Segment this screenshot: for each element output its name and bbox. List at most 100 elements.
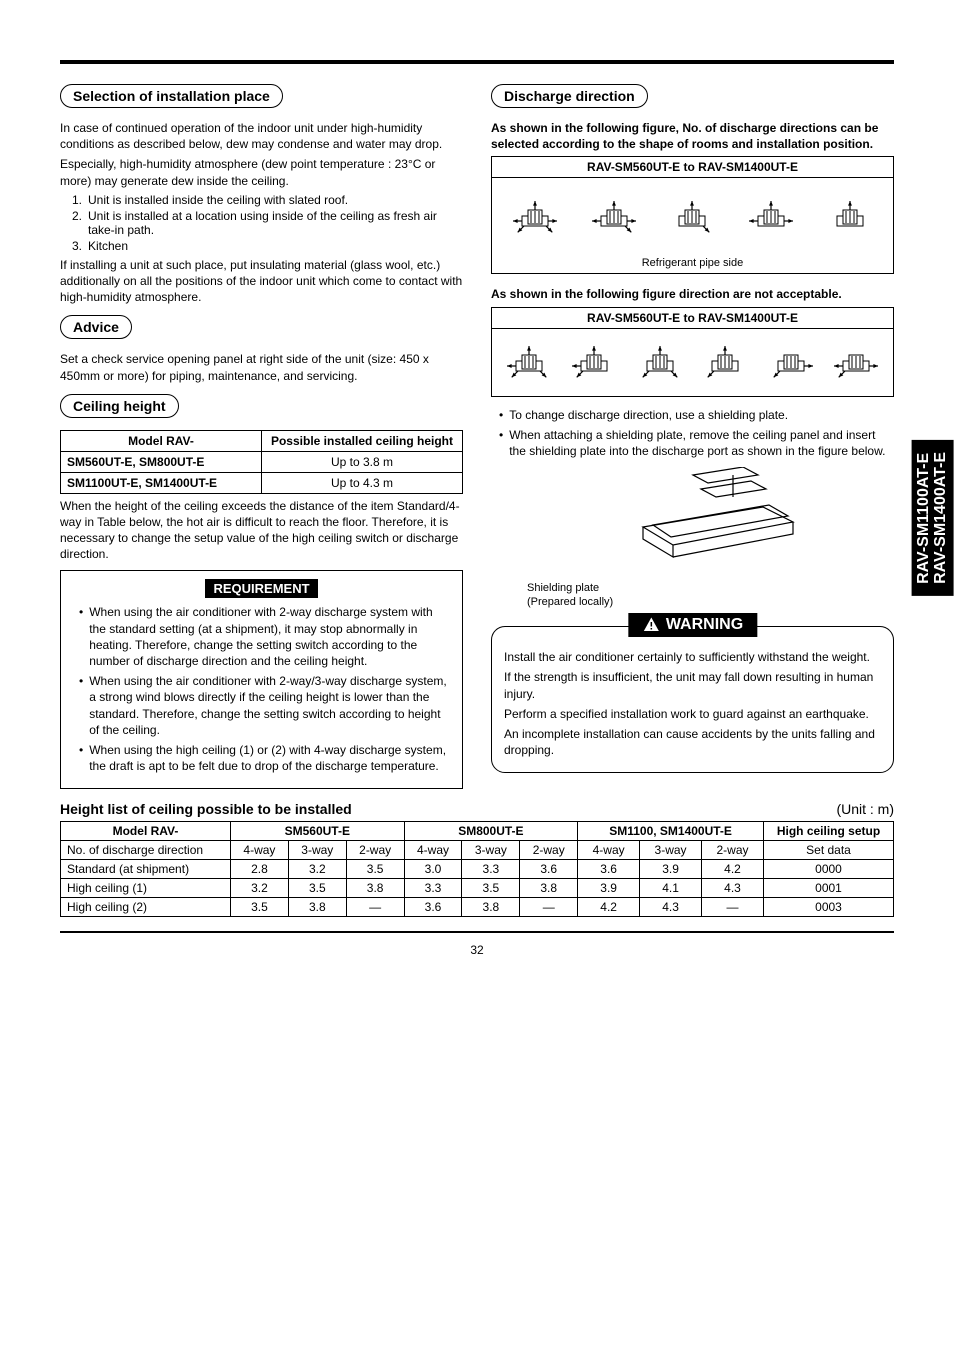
height-list-cell: 3.5 [462, 879, 520, 898]
height-list-setdata: 0000 [764, 860, 894, 879]
list-num-1: 1. [72, 193, 88, 207]
discharge-unit-icon [828, 335, 884, 391]
discharge-unit [501, 335, 557, 394]
ct-h2: Possible installed ceiling height [262, 430, 463, 451]
discharge-unit [737, 184, 805, 255]
height-list-setdata: 0003 [764, 898, 894, 917]
height-list-cell: 3.8 [288, 898, 346, 917]
ct-h1: Model RAV- [61, 430, 262, 451]
ct-r1c1: SM560UT-E, SM800UT-E [61, 451, 262, 472]
req-bullet-1: When using the air conditioner with 2-wa… [89, 604, 452, 669]
height-list-cell: 3.6 [520, 860, 578, 879]
shielding-diagram [491, 467, 894, 580]
height-list-cell: 3.9 [578, 879, 640, 898]
top-rule [60, 60, 894, 64]
height-list-row: High ceiling (2)3.53.8—3.63.8—4.24.3—000… [61, 898, 894, 917]
height-list-cell: 3.2 [231, 879, 289, 898]
left-column: Selection of installation place In case … [60, 78, 463, 789]
section-installation-place: Selection of installation place [60, 84, 283, 108]
ht-c2: 2-way [346, 841, 404, 860]
height-list-row: Standard (at shipment)2.83.23.53.03.33.6… [61, 860, 894, 879]
shielding-svg [583, 467, 803, 577]
height-list-cell: 3.3 [462, 860, 520, 879]
height-list-cell: — [520, 898, 578, 917]
discharge-unit-icon [737, 184, 805, 252]
ht-c0: 4-way [231, 841, 289, 860]
list-text-2: Unit is installed at a location using in… [88, 209, 463, 237]
list-num-3: 3. [72, 239, 88, 253]
discharge-unit [566, 335, 622, 394]
discharge-note-2: When attaching a shielding plate, remove… [509, 427, 894, 459]
discharge-unit-icon [816, 184, 884, 252]
requirement-box: REQUIREMENT When using the air condition… [60, 570, 463, 789]
discharge-note-1: To change discharge direction, use a shi… [509, 407, 788, 423]
side-tab-line1: RAV-SM1100AT-E [915, 452, 932, 583]
height-list-setdata: 0001 [764, 879, 894, 898]
install-p1: In case of continued operation of the in… [60, 120, 463, 152]
height-list-cell: 4.3 [640, 898, 702, 917]
ceiling-table: Model RAV- Possible installed ceiling he… [60, 430, 463, 494]
ht-c6: 4-way [578, 841, 640, 860]
main-columns: Selection of installation place In case … [60, 78, 894, 789]
height-list-cell: 3.8 [462, 898, 520, 917]
height-list-row: High ceiling (1)3.23.53.83.33.53.83.94.1… [61, 879, 894, 898]
height-list-cell: — [346, 898, 404, 917]
discharge-unit [697, 335, 753, 394]
ht-h-g4: High ceiling setup [764, 822, 894, 841]
ht-c3: 4-way [404, 841, 462, 860]
figure-bad: RAV-SM560UT-E to RAV-SM1400UT-E [491, 307, 894, 397]
ceiling-after-text: When the height of the ceiling exceeds t… [60, 498, 463, 563]
warning-label-text: WARNING [666, 616, 743, 634]
section-advice: Advice [60, 315, 132, 339]
install-p3: If installing a unit at such place, put … [60, 257, 463, 306]
warning-box: WARNING Install the air conditioner cert… [491, 626, 894, 773]
height-list-cell: 3.8 [520, 879, 578, 898]
figure-ok-head: RAV-SM560UT-E to RAV-SM1400UT-E [492, 157, 893, 178]
height-list-cell: 3.2 [288, 860, 346, 879]
discharge-bad-intro: As shown in the following figure directi… [491, 286, 894, 302]
figure-ok-row [492, 178, 893, 257]
height-list-table: Model RAV- SM560UT-E SM800UT-E SM1100, S… [60, 821, 894, 917]
discharge-unit-icon [580, 184, 648, 252]
warn-p3: Perform a specified installation work to… [504, 706, 881, 722]
height-list-cell: 3.6 [404, 898, 462, 917]
ct-r2c2: Up to 4.3 m [262, 472, 463, 493]
figure-ok: RAV-SM560UT-E to RAV-SM1400UT-E Refriger… [491, 156, 894, 274]
section-ceiling-height: Ceiling height [60, 394, 179, 418]
discharge-unit [828, 335, 884, 394]
discharge-unit-icon [501, 184, 569, 252]
discharge-unit-icon [501, 335, 557, 391]
discharge-unit-icon [658, 184, 726, 252]
discharge-unit [816, 184, 884, 255]
height-list-cell: 3.5 [231, 898, 289, 917]
height-list-title: Height list of ceiling possible to be in… [60, 801, 352, 817]
height-list-row-label: Standard (at shipment) [61, 860, 231, 879]
height-list-cell: 3.8 [346, 879, 404, 898]
ht-h-g2: SM800UT-E [404, 822, 578, 841]
warning-icon [642, 616, 660, 634]
right-column: Discharge direction As shown in the foll… [491, 78, 894, 789]
ht-h-model: Model RAV- [61, 822, 231, 841]
list-num-2: 2. [72, 209, 88, 237]
height-list-cell: 4.3 [702, 879, 764, 898]
discharge-unit [658, 184, 726, 255]
height-list-cell: 3.6 [578, 860, 640, 879]
warn-p1: Install the air conditioner certainly to… [504, 649, 881, 665]
discharge-unit [580, 184, 648, 255]
height-list-title-row: Height list of ceiling possible to be in… [60, 801, 894, 817]
discharge-unit [501, 184, 569, 255]
ct-r1c2: Up to 3.8 m [262, 451, 463, 472]
requirement-label: REQUIREMENT [205, 579, 317, 598]
discharge-unit-icon [566, 335, 622, 391]
model-side-tab: RAV-SM1100AT-E RAV-SM1400AT-E [912, 440, 954, 596]
ht-h-g1: SM560UT-E [231, 822, 405, 841]
warning-label: WARNING [628, 613, 757, 637]
height-list-unit: (Unit : m) [836, 801, 894, 817]
ht-h-g3: SM1100, SM1400UT-E [578, 822, 764, 841]
bottom-rule [60, 931, 894, 933]
height-list-cell: 3.5 [288, 879, 346, 898]
discharge-notes: To change discharge direction, use a shi… [499, 407, 894, 460]
height-list-cell: 2.8 [231, 860, 289, 879]
height-list-cell: 3.5 [346, 860, 404, 879]
height-list-cell: — [702, 898, 764, 917]
